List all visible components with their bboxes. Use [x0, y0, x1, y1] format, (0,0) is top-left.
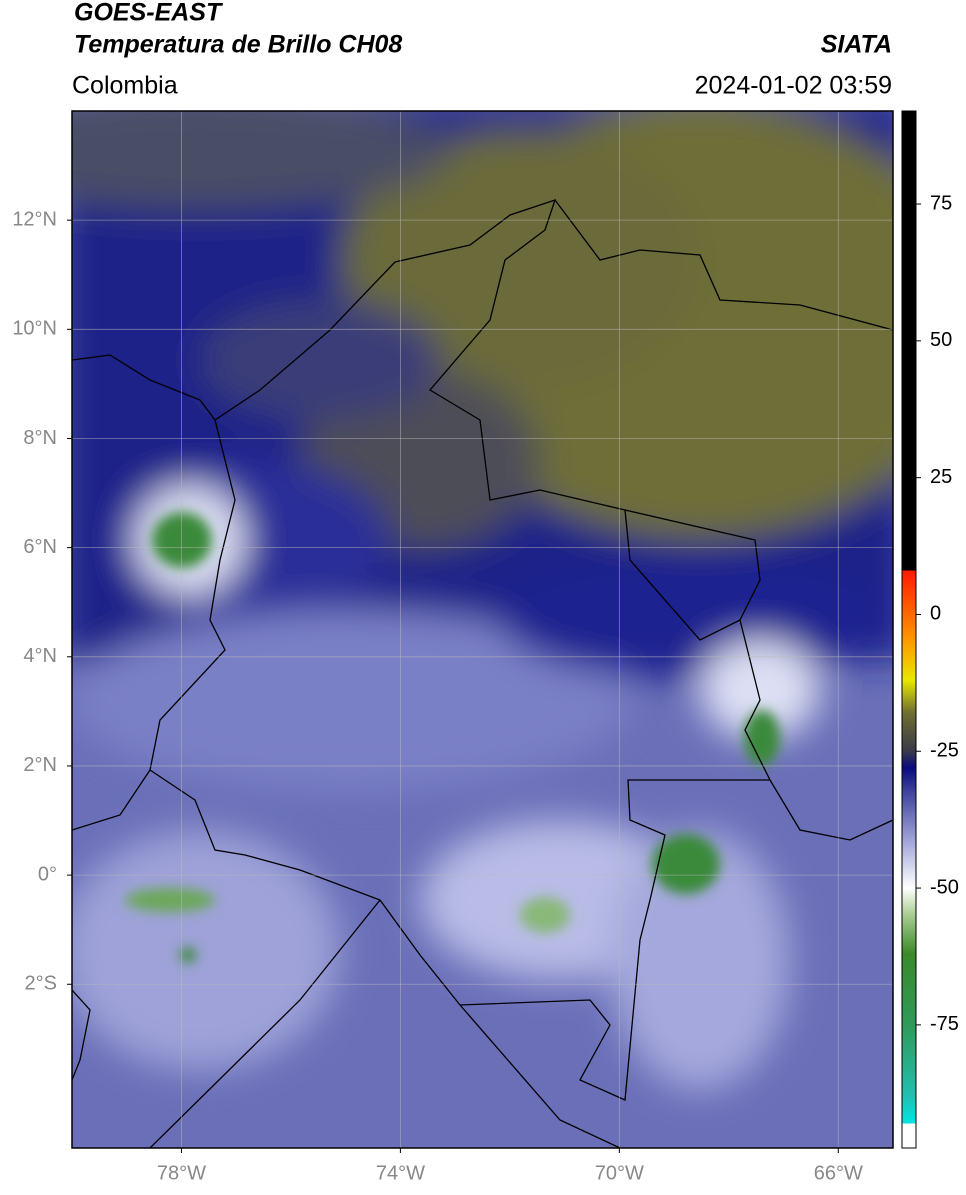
y-tick-label: 0° [38, 863, 57, 885]
venezuela-coast [554, 199, 893, 331]
colorbar-tick-label: 0 [930, 603, 941, 625]
y-tick-label: 4°N [23, 645, 57, 667]
colorbar-tick-label: -25 [930, 740, 959, 762]
colorbar-tick-label: -50 [930, 876, 959, 898]
y-tick-label: 2°S [25, 973, 57, 995]
cold-cloud-tops [125, 512, 780, 963]
brazil-venezuela [624, 509, 893, 841]
source: SIATA [821, 31, 892, 59]
title-line2: Temperatura de Brillo CH08 [74, 31, 402, 59]
ticks: 78°W 74°W 70°W 66°W 12°N 10°N 8°N 6°N 4°N 2°N 0° 2°… [12, 192, 959, 1184]
ecuador-peru [72, 769, 621, 1148]
x-tick-label: 74°W [376, 1162, 425, 1184]
borders [72, 198, 893, 1148]
colorbar [901, 110, 917, 1149]
panama [72, 354, 216, 421]
x-tick-label: 70°W [595, 1162, 644, 1184]
y-tick-label: 2°N [23, 754, 57, 776]
colorbar-tick-label: 25 [930, 466, 952, 488]
y-tick-label: 12°N [12, 208, 57, 230]
plot-frame [71, 110, 894, 1149]
y-tick-label: 10°N [12, 318, 57, 340]
colorbar-tick-label: -75 [930, 1013, 959, 1035]
datetime: 2024-01-02 03:59 [695, 72, 892, 100]
y-tick-label: 8°N [23, 427, 57, 449]
colombia-border [149, 198, 772, 1101]
title-line1: GOES-EAST [74, 0, 224, 27]
satellite-image [72, 111, 893, 1148]
x-tick-label: 66°W [814, 1162, 863, 1184]
colorbar-tick-label: 50 [930, 329, 952, 351]
x-tick-label: 78°W [157, 1162, 206, 1184]
colorbar-tick-label: 75 [930, 192, 952, 214]
region: Colombia [72, 72, 178, 100]
y-tick-label: 6°N [23, 536, 57, 558]
graticule [72, 111, 893, 1148]
